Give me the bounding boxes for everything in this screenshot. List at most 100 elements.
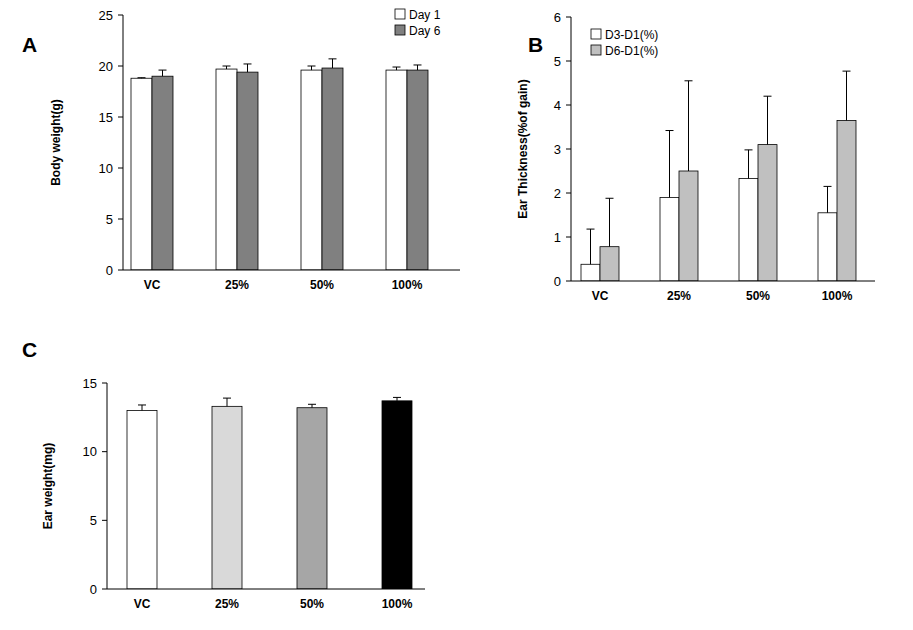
y-tick-label: 5 bbox=[554, 54, 561, 69]
y-tick bbox=[566, 281, 571, 282]
y-tick bbox=[102, 589, 107, 590]
x-tick-label: VC bbox=[144, 278, 161, 292]
y-tick bbox=[118, 15, 123, 16]
x-tick-label: 100% bbox=[382, 597, 413, 611]
bar bbox=[818, 213, 837, 281]
marks bbox=[131, 59, 428, 270]
error-bar bbox=[417, 65, 418, 70]
y-axis bbox=[107, 383, 108, 589]
panel-label: B bbox=[528, 33, 543, 56]
bar bbox=[581, 264, 600, 281]
y-tick-label: 20 bbox=[99, 59, 113, 74]
error-cap bbox=[764, 96, 772, 97]
bar bbox=[679, 171, 698, 281]
y-tick bbox=[566, 61, 571, 62]
x-axis bbox=[571, 281, 875, 282]
y-axis-label: Ear weight(mg) bbox=[41, 443, 55, 530]
y-tick-label: 5 bbox=[106, 212, 113, 227]
error-cap bbox=[606, 198, 614, 199]
bar bbox=[216, 69, 237, 270]
x-tick-label: 25% bbox=[215, 597, 239, 611]
y-tick bbox=[118, 66, 123, 67]
y-tick bbox=[566, 105, 571, 106]
bar bbox=[301, 70, 322, 270]
legend-label: D3-D1(%) bbox=[605, 28, 658, 42]
bar bbox=[322, 68, 343, 270]
legend: D3-D1(%) D6-D1(%) bbox=[591, 28, 658, 58]
error-cap bbox=[138, 77, 146, 78]
bar bbox=[127, 410, 157, 589]
y-tick bbox=[566, 193, 571, 194]
error-bar bbox=[162, 70, 163, 76]
error-bar bbox=[590, 229, 591, 264]
error-bar bbox=[311, 66, 312, 70]
y-tick-label: 0 bbox=[554, 274, 561, 289]
error-cap bbox=[223, 398, 231, 399]
error-bar bbox=[312, 404, 313, 407]
y-tick bbox=[566, 17, 571, 18]
x-tick-label: 50% bbox=[746, 289, 770, 303]
error-cap bbox=[666, 130, 674, 131]
error-bar bbox=[227, 398, 228, 406]
legend-swatch bbox=[395, 25, 405, 35]
error-cap bbox=[824, 186, 832, 187]
error-cap bbox=[223, 66, 231, 67]
y-tick bbox=[118, 117, 123, 118]
panel-label: C bbox=[22, 338, 37, 361]
bar bbox=[297, 408, 327, 589]
x-tick-label: VC bbox=[592, 289, 609, 303]
marks bbox=[127, 397, 412, 589]
marks bbox=[581, 71, 856, 281]
figure: ABody weight(g)VC25%50%100%0510152025Day… bbox=[0, 0, 913, 630]
error-bar bbox=[767, 96, 768, 144]
bar bbox=[660, 197, 679, 281]
bar bbox=[739, 178, 758, 281]
y-axis-label: Body weight(g) bbox=[49, 99, 63, 186]
legend-label: Day 1 bbox=[409, 8, 441, 22]
bar bbox=[131, 78, 152, 270]
legend-swatch bbox=[591, 29, 601, 39]
bar bbox=[758, 145, 777, 281]
error-cap bbox=[308, 66, 316, 67]
x-tick-label: 25% bbox=[667, 289, 691, 303]
chart-panel: ABody weight(g)VC25%50%100%0510152025Day… bbox=[22, 8, 460, 293]
y-tick-label: 6 bbox=[554, 10, 561, 25]
legend-label: Day 6 bbox=[409, 24, 441, 38]
panel-label: A bbox=[22, 33, 37, 56]
y-tick-label: 0 bbox=[106, 263, 113, 278]
error-bar bbox=[748, 150, 749, 179]
error-bar bbox=[332, 59, 333, 68]
y-tick-label: 15 bbox=[99, 110, 113, 125]
error-cap bbox=[393, 67, 401, 68]
error-cap bbox=[587, 229, 595, 230]
y-tick-label: 5 bbox=[90, 513, 97, 528]
bar bbox=[382, 401, 412, 589]
error-bar bbox=[669, 131, 670, 198]
error-cap bbox=[843, 71, 851, 72]
y-tick bbox=[566, 237, 571, 238]
x-tick-label: 100% bbox=[822, 289, 853, 303]
error-cap bbox=[244, 63, 252, 64]
y-axis-label: Ear Thickness(%of gain) bbox=[516, 79, 530, 218]
y-tick bbox=[102, 520, 107, 521]
error-cap bbox=[159, 70, 167, 71]
x-tick-label: 50% bbox=[300, 597, 324, 611]
legend-swatch bbox=[395, 9, 405, 19]
x-tick-label: 100% bbox=[392, 278, 423, 292]
chart-panel: CEar weight(mg)VC25%50%100%051015 bbox=[22, 338, 425, 611]
error-bar bbox=[397, 397, 398, 400]
error-cap bbox=[745, 149, 753, 150]
error-bar bbox=[247, 64, 248, 72]
error-cap bbox=[138, 404, 146, 405]
legend-label: D6-D1(%) bbox=[605, 44, 658, 58]
error-cap bbox=[308, 404, 316, 405]
error-cap bbox=[685, 80, 693, 81]
error-bar bbox=[142, 405, 143, 410]
y-tick bbox=[118, 219, 123, 220]
bar bbox=[212, 406, 242, 589]
legend-swatch bbox=[591, 45, 601, 55]
error-bar bbox=[846, 71, 847, 120]
y-tick bbox=[102, 451, 107, 452]
y-tick-label: 25 bbox=[99, 8, 113, 23]
y-tick bbox=[118, 168, 123, 169]
